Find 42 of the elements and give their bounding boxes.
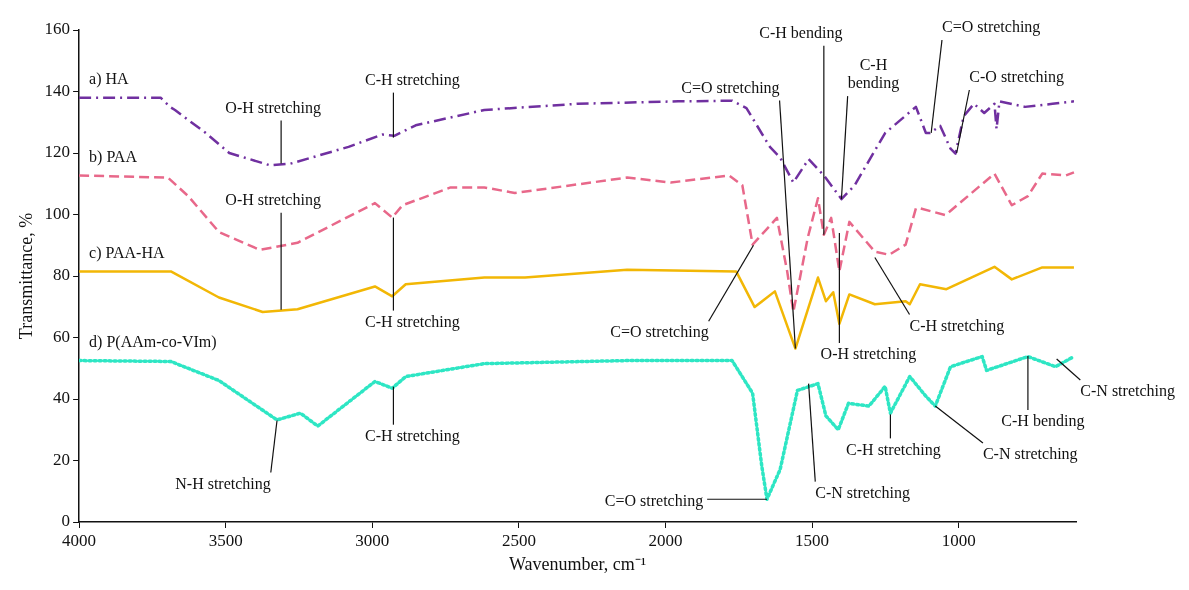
y-tick-label: 160 [44,19,71,39]
y-tick-label: 60 [53,326,71,346]
series-label: c) PAA-HA [89,243,165,262]
annotation: C-N stretching [815,483,910,502]
x-axis-title: Wavenumber, cm⁻¹ [508,553,647,574]
annotation: C-O stretching [969,68,1064,87]
annotation: C-H stretching [365,70,460,89]
annotation: C-H bending [847,56,900,93]
y-tick-label: 40 [53,388,71,408]
x-tick-label: 2500 [501,530,536,550]
x-tick-label: 3500 [208,530,243,550]
series-label: b) PAA [89,147,138,166]
annotation: C-N stretching [1080,382,1175,401]
series-label: a) HA [89,69,130,88]
annotation: O-H stretching [225,191,321,210]
y-tick-label: 140 [44,80,71,100]
x-tick-label: 1500 [795,530,830,550]
annotation: N-H stretching [175,474,271,493]
annotation: C-H stretching [365,312,460,331]
annotation: C=O stretching [681,78,780,97]
y-tick-label: 100 [44,203,71,223]
annotation: C-H stretching [846,440,941,459]
x-tick-label: 3000 [355,530,390,550]
x-tick-label: 2000 [648,530,683,550]
x-tick-label: 4000 [62,530,97,550]
annotation: C=O stretching [610,323,709,342]
annotation: C=O stretching [941,18,1041,37]
annotation: C-H stretching [365,426,460,445]
y-tick-label: 0 [61,511,71,531]
y-tick-label: 120 [44,142,71,162]
series-label: d) P(AAm-co-VIm) [89,332,217,351]
annotation: C=O stretching [604,492,704,511]
y-tick-label: 20 [53,449,71,469]
y-axis-title: Transmittance, % [15,212,36,340]
annotation: C-H stretching [909,316,1005,335]
annotation: O-H stretching [820,345,917,364]
y-tick-label: 80 [53,265,71,285]
annotation: C-N stretching [982,445,1078,464]
annotation: O-H stretching [225,98,321,117]
annotation: C-H bending [1001,412,1085,431]
x-tick-label: 1000 [941,530,976,550]
annotation: C-H bending [759,24,843,42]
